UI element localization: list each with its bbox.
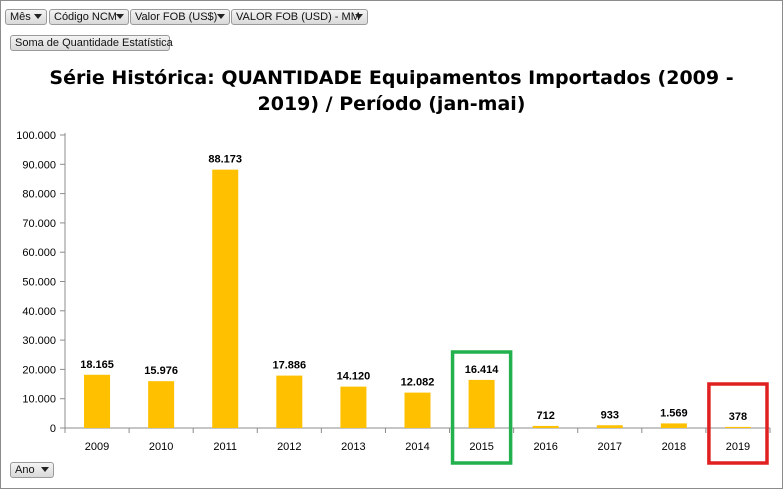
filter-valor-fob-button[interactable]: Valor FOB (US$) — [130, 9, 230, 25]
chart-bars — [84, 169, 751, 428]
y-tick-label: 100.000 — [16, 130, 56, 142]
data-label-2010: 15.976 — [144, 365, 178, 377]
data-label-2011: 88.173 — [208, 154, 242, 166]
bar-2018 — [660, 423, 687, 428]
y-tick-label: 70.000 — [22, 218, 56, 230]
bar-2011 — [212, 169, 239, 428]
bar-2019 — [724, 426, 751, 428]
bar-2009 — [84, 374, 111, 428]
data-label-2019: 378 — [729, 411, 747, 423]
chart-title-line-1: Série Histórica: QUANTIDADE Equipamentos… — [49, 67, 734, 89]
x-tick-label-2012: 2012 — [277, 441, 301, 453]
filter-valor-fob-mm-label: VALOR FOB (USD) - MM — [236, 11, 360, 23]
chevron-down-icon — [116, 14, 124, 19]
y-axis-tick-labels: 0 10.000 20.000 30.000 40.000 50.000 60.000 70.… — [16, 130, 56, 435]
filter-codigo-ncm-label: Código NCM — [54, 11, 117, 23]
x-tick-label-2015: 2015 — [469, 441, 493, 453]
bar-2017 — [596, 425, 623, 428]
x-tick-label-2013: 2013 — [341, 441, 365, 453]
axis-field-ano-button[interactable]: Ano — [10, 462, 54, 478]
data-label-2018: 1.569 — [660, 407, 688, 419]
x-tick-label-2014: 2014 — [405, 441, 429, 453]
axis-field-ano-label: Ano — [15, 464, 35, 476]
chevron-down-icon — [41, 467, 49, 472]
bar-2012 — [276, 375, 303, 428]
chart-title-line-2: 2019) / Período (jan-mai) — [257, 93, 526, 115]
value-field-button[interactable]: Soma de Quantidade Estatística — [10, 35, 173, 51]
data-label-2017: 933 — [601, 409, 619, 421]
data-label-2012: 17.886 — [272, 360, 306, 372]
filter-valor-fob-mm-button[interactable]: VALOR FOB (USD) - MM — [231, 9, 368, 25]
bar-2010 — [148, 381, 175, 428]
bar-2014 — [404, 392, 431, 428]
data-label-2013: 14.120 — [337, 371, 371, 383]
x-tick-label-2009: 2009 — [85, 441, 109, 453]
x-tick-label-2010: 2010 — [149, 441, 173, 453]
x-tick-label-2018: 2018 — [662, 441, 686, 453]
filter-mes-button[interactable]: Mês — [5, 9, 47, 25]
x-tick-label-2016: 2016 — [533, 441, 557, 453]
y-tick-label: 60.000 — [22, 247, 56, 259]
chevron-down-icon — [217, 14, 225, 19]
value-field-label: Soma de Quantidade Estatística — [15, 37, 173, 49]
data-label-2014: 12.082 — [401, 377, 435, 389]
y-tick-label: 0 — [50, 423, 56, 435]
y-tick-label: 50.000 — [22, 277, 56, 289]
highlight-boxes — [450, 350, 769, 465]
data-label-2016: 712 — [537, 410, 555, 422]
highlight-box-2015 — [450, 350, 513, 465]
x-tick-label-2019: 2019 — [726, 441, 750, 453]
data-label-2015: 16.414 — [465, 364, 500, 376]
y-tick-label: 30.000 — [22, 335, 56, 347]
y-tick-label: 90.000 — [22, 159, 56, 171]
bar-2016 — [532, 425, 559, 428]
bar-2015 — [468, 379, 495, 428]
highlight-box-2019 — [707, 382, 769, 465]
x-tick-label-2017: 2017 — [598, 441, 622, 453]
y-tick-label: 10.000 — [22, 394, 56, 406]
y-tick-label: 40.000 — [22, 306, 56, 318]
filter-codigo-ncm-button[interactable]: Código NCM — [49, 9, 129, 25]
filter-valor-fob-label: Valor FOB (US$) — [135, 11, 218, 23]
chevron-down-icon — [355, 14, 363, 19]
bar-2013 — [340, 386, 367, 428]
x-axis-tick-labels: 2009 2010 2011 2012 2013 2014 2015 2016 2017 2018… — [85, 441, 750, 453]
y-tick-label: 20.000 — [22, 364, 56, 376]
chevron-down-icon — [34, 14, 42, 19]
data-label-2009: 18.165 — [80, 359, 114, 371]
y-tick-label: 80.000 — [22, 189, 56, 201]
x-tick-label-2011: 2011 — [213, 441, 237, 453]
chart-data-labels: 18.165 15.976 88.173 17.886 14.120 12.082 16.4… — [80, 154, 747, 423]
filter-mes-label: Mês — [10, 11, 31, 23]
